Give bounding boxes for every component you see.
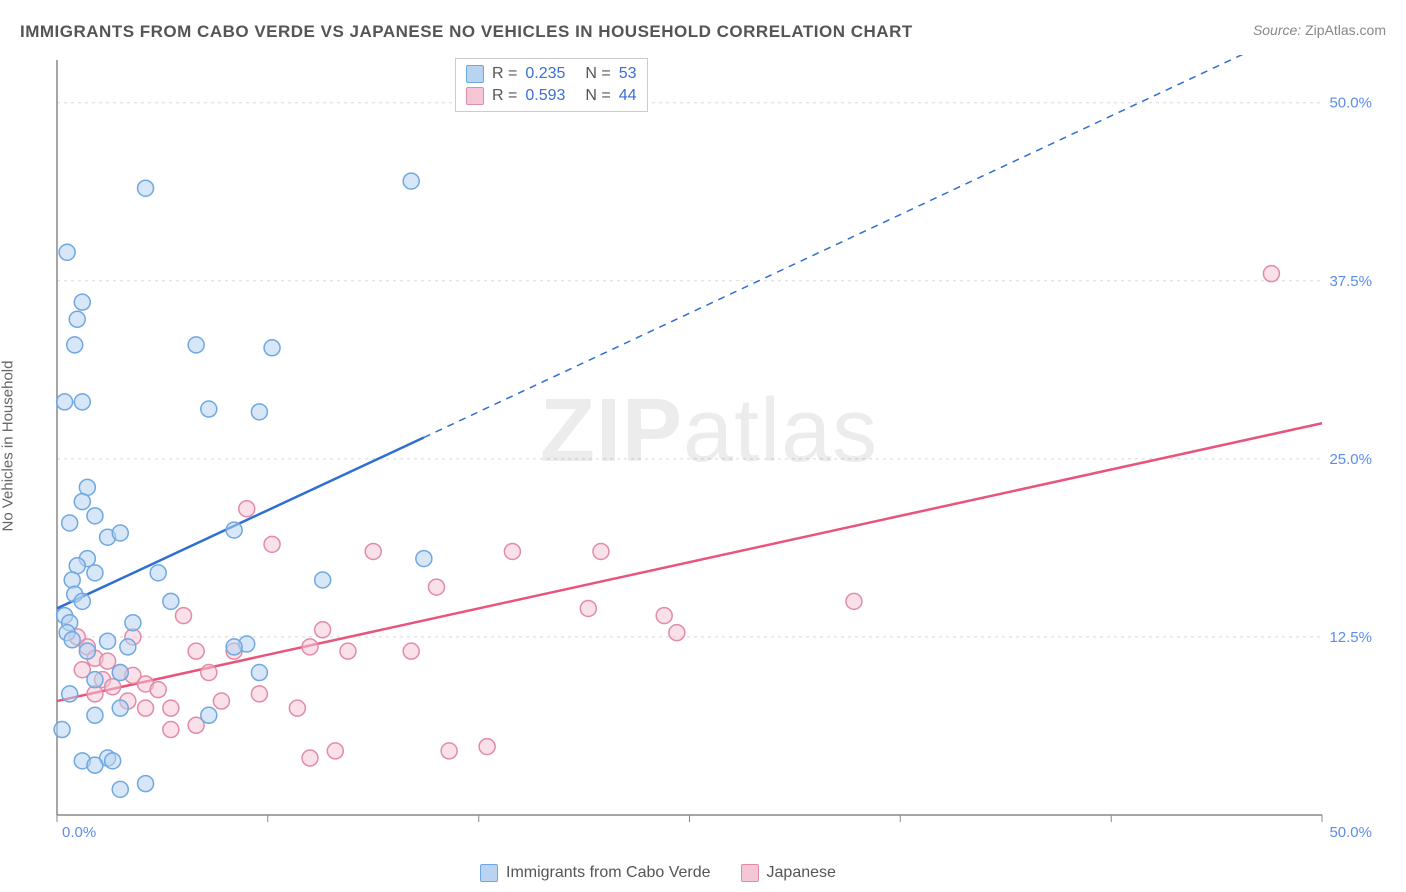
stat-r-value-2: 0.593	[525, 87, 565, 105]
swatch-series-2	[466, 87, 484, 105]
svg-text:12.5%: 12.5%	[1329, 629, 1372, 646]
svg-text:37.5%: 37.5%	[1329, 273, 1372, 290]
swatch-series-2b	[741, 864, 759, 882]
chart-title: IMMIGRANTS FROM CABO VERDE VS JAPANESE N…	[20, 22, 913, 42]
stat-n-label-1: N =	[585, 65, 610, 83]
swatch-series-1b	[480, 864, 498, 882]
scatter-chart: 12.5% 25.0% 37.5% 50.0% 0.0% 50.0%	[52, 55, 1382, 840]
legend-item-1: Immigrants from Cabo Verde	[480, 864, 711, 882]
stat-r-label-1: R =	[492, 65, 517, 83]
stats-legend-box: R = 0.235 N = 53 R = 0.593 N = 44	[455, 58, 648, 112]
stat-n-value-1: 53	[619, 65, 637, 83]
y-axis-label: No Vehicles in Household	[0, 361, 17, 532]
stat-r-value-1: 0.235	[525, 65, 565, 83]
svg-text:50.0%: 50.0%	[1329, 824, 1372, 840]
svg-text:50.0%: 50.0%	[1329, 95, 1372, 112]
chart-area: 12.5% 25.0% 37.5% 50.0% 0.0% 50.0%	[52, 55, 1382, 840]
stat-r-label-2: R =	[492, 87, 517, 105]
svg-text:25.0%: 25.0%	[1329, 451, 1372, 468]
legend-label-1: Immigrants from Cabo Verde	[506, 864, 711, 882]
source-attribution: Source: ZipAtlas.com	[1253, 22, 1386, 38]
source-value: ZipAtlas.com	[1305, 22, 1386, 38]
legend-item-2: Japanese	[741, 864, 836, 882]
source-label: Source:	[1253, 22, 1301, 38]
swatch-series-1	[466, 65, 484, 83]
legend-label-2: Japanese	[767, 864, 836, 882]
bottom-legend: Immigrants from Cabo Verde Japanese	[480, 864, 836, 882]
stat-n-value-2: 44	[619, 87, 637, 105]
stat-n-label-2: N =	[585, 87, 610, 105]
svg-text:0.0%: 0.0%	[62, 824, 96, 840]
stats-row-1: R = 0.235 N = 53	[466, 63, 637, 85]
stats-row-2: R = 0.593 N = 44	[466, 85, 637, 107]
